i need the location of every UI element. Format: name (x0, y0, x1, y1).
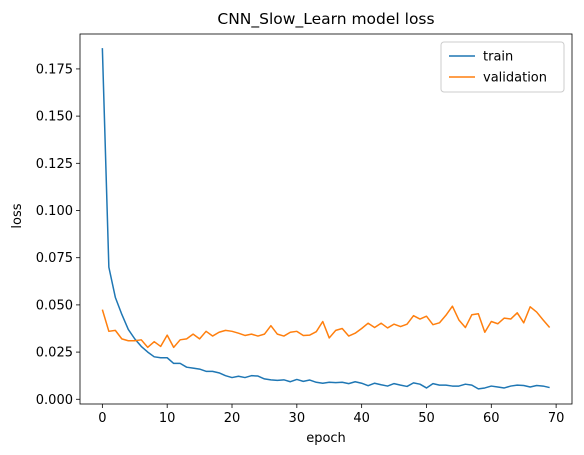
y-tick-label: 0.100 (36, 204, 73, 219)
y-tick-label: 0.175 (36, 62, 73, 77)
x-tick-label: 0 (98, 411, 106, 426)
legend-label-validation: validation (483, 71, 547, 86)
y-tick-label: 0.000 (36, 393, 73, 408)
x-tick-label: 70 (548, 411, 565, 426)
y-tick-label: 0.150 (36, 110, 73, 125)
x-tick-label: 10 (159, 411, 176, 426)
y-tick-label: 0.125 (36, 157, 73, 172)
y-tick-label: 0.025 (36, 346, 73, 361)
x-axis-title: epoch (306, 431, 346, 446)
x-tick-label: 40 (353, 411, 370, 426)
y-tick-label: 0.075 (36, 251, 73, 266)
y-tick-label: 0.050 (36, 298, 73, 313)
x-tick-label: 20 (224, 411, 241, 426)
x-tick-label: 60 (483, 411, 500, 426)
chart-title: CNN_Slow_Learn model loss (217, 10, 434, 29)
x-tick-label: 50 (418, 411, 435, 426)
y-axis-title: loss (10, 203, 25, 228)
legend-label-train: train (483, 50, 513, 65)
x-tick-label: 30 (289, 411, 306, 426)
